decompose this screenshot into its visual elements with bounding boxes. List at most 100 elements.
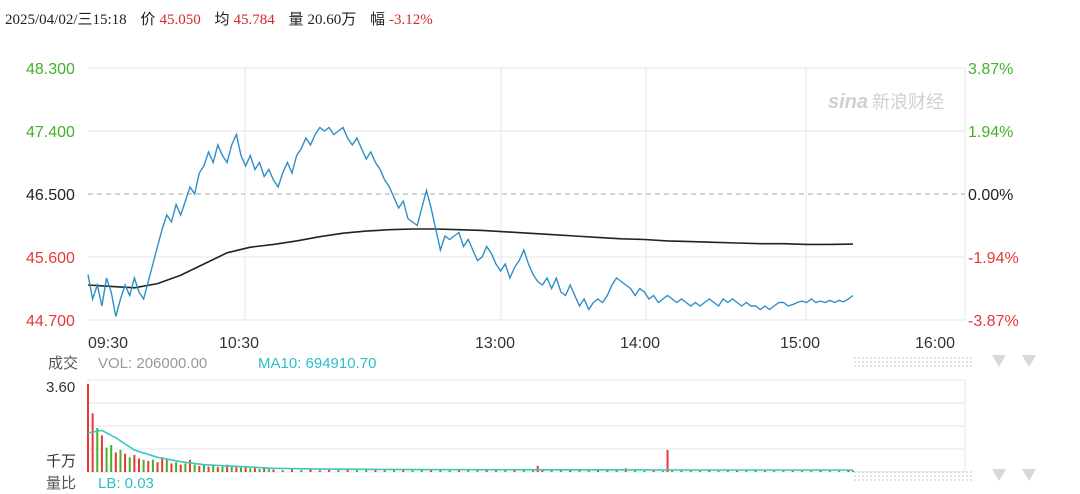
drag-handle-dot[interactable] (950, 361, 952, 363)
drag-handle-dot[interactable] (878, 471, 880, 473)
drag-handle-dot[interactable] (938, 479, 940, 481)
lb-panel-controls[interactable] (854, 469, 1036, 481)
drag-handle-dot[interactable] (886, 475, 888, 477)
drag-handle-dot[interactable] (906, 357, 908, 359)
drag-handle-dot[interactable] (954, 479, 956, 481)
drag-handle-dot[interactable] (966, 471, 968, 473)
drag-handle-dot[interactable] (934, 361, 936, 363)
drag-handle-dot[interactable] (970, 475, 972, 477)
drag-handle-dot[interactable] (874, 471, 876, 473)
drag-handle-dot[interactable] (886, 479, 888, 481)
drag-handle-dot[interactable] (914, 471, 916, 473)
drag-handle-dot[interactable] (878, 365, 880, 367)
drag-handle-dot[interactable] (854, 357, 856, 359)
drag-handle-dot[interactable] (854, 475, 856, 477)
drag-handle-dot[interactable] (858, 479, 860, 481)
drag-handle-dot[interactable] (914, 479, 916, 481)
drag-handle-dot[interactable] (942, 479, 944, 481)
drag-handle-dot[interactable] (926, 357, 928, 359)
drag-handle-dot[interactable] (950, 365, 952, 367)
drag-handle-dot[interactable] (882, 357, 884, 359)
drag-handle-dot[interactable] (866, 361, 868, 363)
drag-handle-dot[interactable] (902, 357, 904, 359)
drag-handle-dot[interactable] (902, 475, 904, 477)
drag-handle-dot[interactable] (914, 365, 916, 367)
drag-handle-dot[interactable] (918, 479, 920, 481)
drag-handle-dot[interactable] (874, 475, 876, 477)
drag-handle-dot[interactable] (962, 479, 964, 481)
drag-handle-dot[interactable] (894, 479, 896, 481)
drag-handle-dot[interactable] (866, 365, 868, 367)
drag-handle-dot[interactable] (866, 471, 868, 473)
drag-handle-dot[interactable] (946, 361, 948, 363)
drag-handle-dot[interactable] (958, 471, 960, 473)
drag-handle-dot[interactable] (922, 357, 924, 359)
drag-handle-dot[interactable] (950, 479, 952, 481)
drag-handle-dot[interactable] (906, 479, 908, 481)
drag-handle-dot[interactable] (874, 365, 876, 367)
drag-handle-dot[interactable] (874, 479, 876, 481)
drag-handle-dot[interactable] (866, 479, 868, 481)
drag-handle-dot[interactable] (970, 471, 972, 473)
drag-handle-dot[interactable] (910, 357, 912, 359)
drag-handle-dot[interactable] (854, 361, 856, 363)
drag-handle-dot[interactable] (854, 479, 856, 481)
drag-handle-dot[interactable] (862, 475, 864, 477)
drag-handle-dot[interactable] (854, 471, 856, 473)
drag-handle-dot[interactable] (858, 471, 860, 473)
drag-handle-dot[interactable] (898, 471, 900, 473)
drag-handle-dot[interactable] (962, 471, 964, 473)
drag-handle-dot[interactable] (954, 365, 956, 367)
expand-down-icon[interactable] (1022, 355, 1036, 367)
drag-handle-dot[interactable] (922, 365, 924, 367)
drag-handle-dot[interactable] (886, 471, 888, 473)
drag-handle-dot[interactable] (934, 365, 936, 367)
drag-handle-dot[interactable] (898, 475, 900, 477)
drag-handle-dot[interactable] (922, 471, 924, 473)
drag-handle-dot[interactable] (918, 361, 920, 363)
drag-handle-dot[interactable] (930, 475, 932, 477)
drag-handle-dot[interactable] (910, 361, 912, 363)
drag-handle-dot[interactable] (862, 471, 864, 473)
drag-handle-dot[interactable] (942, 471, 944, 473)
drag-handle-dot[interactable] (970, 357, 972, 359)
drag-handle-dot[interactable] (870, 479, 872, 481)
drag-handle-dot[interactable] (858, 475, 860, 477)
drag-handle-dot[interactable] (898, 365, 900, 367)
drag-handle-dot[interactable] (870, 471, 872, 473)
drag-handle-dot[interactable] (922, 479, 924, 481)
drag-handle-dot[interactable] (942, 475, 944, 477)
drag-handle-dot[interactable] (906, 365, 908, 367)
drag-handle-dot[interactable] (890, 361, 892, 363)
drag-handle-dot[interactable] (902, 471, 904, 473)
drag-handle-dot[interactable] (926, 361, 928, 363)
drag-handle-dot[interactable] (958, 365, 960, 367)
drag-handle-dot[interactable] (858, 357, 860, 359)
drag-handle-dot[interactable] (918, 357, 920, 359)
drag-handle-dot[interactable] (958, 361, 960, 363)
drag-handle-dot[interactable] (906, 471, 908, 473)
drag-handle-dot[interactable] (890, 479, 892, 481)
drag-handle-dot[interactable] (970, 479, 972, 481)
drag-handle-dot[interactable] (902, 479, 904, 481)
drag-handle-dot[interactable] (970, 361, 972, 363)
collapse-up-icon[interactable] (992, 469, 1006, 481)
drag-handle-dot[interactable] (882, 471, 884, 473)
drag-handle-dot[interactable] (946, 471, 948, 473)
drag-handle-dot[interactable] (950, 475, 952, 477)
drag-handle-dot[interactable] (894, 471, 896, 473)
drag-handle-dot[interactable] (926, 479, 928, 481)
drag-handle-dot[interactable] (906, 475, 908, 477)
drag-handle-dot[interactable] (930, 479, 932, 481)
drag-handle-dot[interactable] (898, 479, 900, 481)
drag-handle-dot[interactable] (946, 475, 948, 477)
drag-handle-dot[interactable] (922, 361, 924, 363)
drag-handle-dot[interactable] (926, 471, 928, 473)
drag-handle-dot[interactable] (874, 361, 876, 363)
drag-handle-dot[interactable] (870, 365, 872, 367)
drag-handle-dot[interactable] (862, 357, 864, 359)
drag-handle-dot[interactable] (954, 357, 956, 359)
drag-handle-dot[interactable] (866, 357, 868, 359)
drag-handle-dot[interactable] (894, 361, 896, 363)
